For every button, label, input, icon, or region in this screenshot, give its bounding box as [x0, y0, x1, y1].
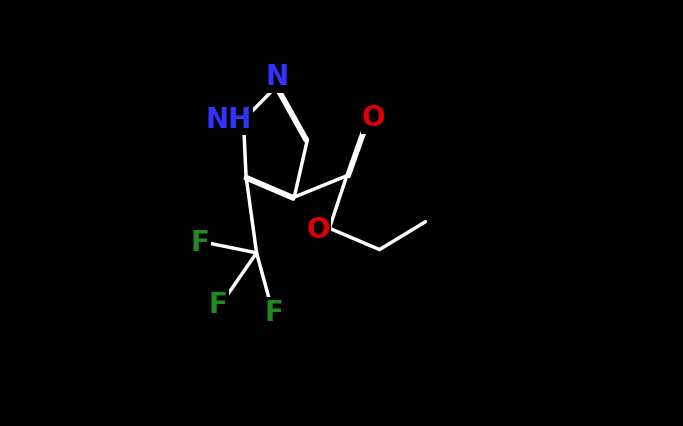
- Text: F: F: [191, 229, 210, 257]
- Text: O: O: [306, 216, 330, 244]
- Text: N: N: [266, 63, 289, 91]
- Text: O: O: [362, 104, 385, 132]
- Text: NH: NH: [206, 106, 252, 134]
- Text: F: F: [264, 299, 283, 327]
- Text: F: F: [209, 291, 227, 320]
